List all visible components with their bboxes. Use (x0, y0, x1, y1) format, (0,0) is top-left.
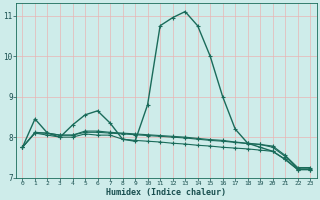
X-axis label: Humidex (Indice chaleur): Humidex (Indice chaleur) (106, 188, 226, 197)
